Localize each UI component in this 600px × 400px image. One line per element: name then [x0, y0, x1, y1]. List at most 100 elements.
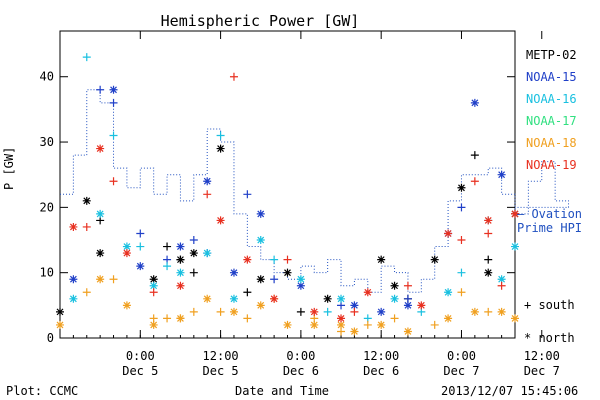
- north-marker: [96, 209, 105, 218]
- south-marker: [243, 314, 252, 323]
- south-marker: [470, 177, 479, 186]
- north-marker: [256, 209, 265, 218]
- north-symbol-key: * north: [524, 331, 575, 345]
- south-marker: [136, 242, 145, 251]
- north-marker: [96, 275, 105, 284]
- north-marker: [176, 268, 185, 277]
- south-marker: [136, 229, 145, 238]
- south-marker: [216, 131, 225, 140]
- legend-item-noaa18: NOAA-18: [526, 136, 577, 150]
- y-tick-label: 30: [40, 135, 54, 149]
- ovation-line: [60, 89, 570, 293]
- legend-item-noaa16: NOAA-16: [526, 92, 577, 106]
- legend-item-noaa19: NOAA-19: [526, 158, 577, 172]
- chart-title: Hemispheric Power [GW]: [160, 12, 360, 30]
- south-marker: [283, 255, 292, 264]
- north-marker: [149, 281, 158, 290]
- north-marker: [109, 85, 118, 94]
- y-tick-label: 20: [40, 200, 54, 214]
- north-marker: [403, 327, 412, 336]
- south-marker: [163, 314, 172, 323]
- ovation-legend: — Ovation Prime HPI: [517, 207, 582, 235]
- south-marker: [323, 307, 332, 316]
- south-marker: [270, 255, 279, 264]
- x-tick-day-label: Dec 6: [283, 364, 319, 378]
- south-marker: [270, 275, 279, 284]
- north-marker: [270, 294, 279, 303]
- legend-item-noaa17: NOAA-17: [526, 114, 577, 128]
- north-marker: [203, 294, 212, 303]
- south-marker: [484, 255, 493, 264]
- north-marker: [216, 216, 225, 225]
- north-marker: [229, 307, 238, 316]
- north-marker: [149, 320, 158, 329]
- north-marker: [283, 320, 292, 329]
- north-marker: [296, 275, 305, 284]
- y-tick-label: 0: [47, 331, 54, 345]
- north-marker: [403, 301, 412, 310]
- north-marker: [229, 294, 238, 303]
- north-marker: [350, 301, 359, 310]
- x-tick-time-label: 12:00: [524, 349, 560, 363]
- south-marker: [163, 242, 172, 251]
- south-marker: [189, 307, 198, 316]
- north-marker: [377, 307, 386, 316]
- north-marker: [96, 144, 105, 153]
- north-marker: [176, 314, 185, 323]
- north-marker: [323, 294, 332, 303]
- south-marker: [109, 275, 118, 284]
- x-tick-time-label: 12:00: [203, 349, 239, 363]
- north-marker: [484, 216, 493, 225]
- south-marker: [109, 98, 118, 107]
- south-marker: [109, 177, 118, 186]
- north-marker: [136, 262, 145, 271]
- x-tick-day-label: Dec 5: [122, 364, 158, 378]
- x-axis-label: Date and Time: [235, 384, 329, 398]
- south-marker: [229, 72, 238, 81]
- south-marker: [296, 307, 305, 316]
- north-marker: [122, 242, 131, 251]
- south-marker: [403, 281, 412, 290]
- south-marker: [189, 268, 198, 277]
- north-marker: [511, 209, 519, 218]
- north-marker: [256, 236, 265, 245]
- north-marker: [56, 307, 64, 316]
- north-marker: [497, 170, 506, 179]
- south-marker: [350, 307, 359, 316]
- south-marker: [457, 236, 466, 245]
- x-tick-time-label: 12:00: [363, 349, 399, 363]
- north-marker: [484, 268, 493, 277]
- north-marker: [337, 314, 346, 323]
- north-marker: [377, 255, 386, 264]
- south-marker: [484, 307, 493, 316]
- x-tick-day-label: Dec 6: [363, 364, 399, 378]
- x-tick-day-label: Dec 5: [203, 364, 239, 378]
- south-marker: [96, 85, 105, 94]
- south-marker: [216, 307, 225, 316]
- north-marker: [457, 183, 466, 192]
- north-marker: [256, 301, 265, 310]
- north-marker: [470, 307, 479, 316]
- north-marker: [176, 281, 185, 290]
- north-marker: [444, 229, 453, 238]
- ovation-label-line2: Prime HPI: [517, 221, 583, 235]
- x-tick-time-label: 0:00: [126, 349, 155, 363]
- north-marker: [511, 242, 519, 251]
- legend-item-noaa15: NOAA-15: [526, 70, 577, 84]
- footer-plot-credit: Plot: CCMC: [6, 384, 79, 398]
- north-marker: [511, 314, 519, 323]
- north-marker: [203, 177, 212, 186]
- north-marker: [444, 314, 453, 323]
- x-tick-day-label: Dec 7: [443, 364, 479, 378]
- north-marker: [444, 288, 453, 297]
- north-marker: [497, 307, 506, 316]
- north-marker: [430, 255, 439, 264]
- south-marker: [457, 268, 466, 277]
- north-marker: [122, 301, 131, 310]
- north-marker: [390, 281, 399, 290]
- south-marker: [82, 222, 91, 231]
- north-marker: [189, 249, 198, 258]
- north-marker: [497, 275, 506, 284]
- north-marker: [176, 255, 185, 264]
